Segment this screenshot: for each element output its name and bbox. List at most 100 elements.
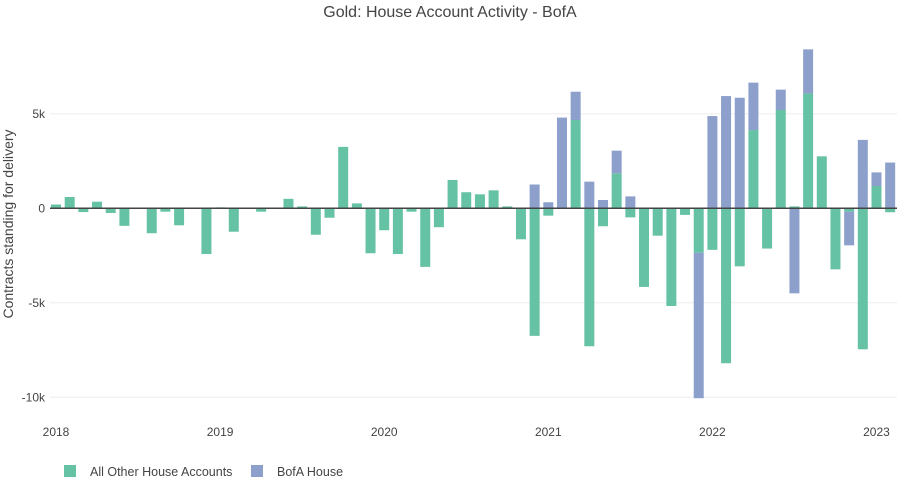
bar-all-other-2021-04[interactable] <box>584 208 595 347</box>
bar-all-other-2020-07[interactable] <box>461 192 472 209</box>
bar-bofa-2023-02[interactable] <box>885 162 896 209</box>
bar-all-other-2020-02[interactable] <box>392 208 403 255</box>
bar-all-other-2021-06[interactable] <box>611 173 622 209</box>
bar-all-other-2021-09[interactable] <box>652 208 663 236</box>
bar-bofa-2022-01[interactable] <box>707 116 718 209</box>
y-axis-title: Contracts standing for delivery <box>0 129 16 318</box>
bar-all-other-2021-01[interactable] <box>543 208 554 216</box>
x-tick-label: 2019 <box>207 425 234 439</box>
bar-all-other-2020-03[interactable] <box>406 208 417 212</box>
legend-swatch-all-other <box>64 465 76 477</box>
bar-all-other-2019-11[interactable] <box>351 203 362 209</box>
bar-all-other-2022-08[interactable] <box>803 93 814 209</box>
bar-all-other-2022-09[interactable] <box>816 156 827 209</box>
y-axis-ticks: 5k 0 -5k -10k <box>22 107 46 404</box>
bar-all-other-2018-05[interactable] <box>105 208 116 214</box>
bar-all-other-2018-09[interactable] <box>160 208 171 212</box>
bar-all-other-2022-05[interactable] <box>762 208 773 249</box>
bar-bofa-2021-02[interactable] <box>556 117 567 209</box>
bar-all-other-2020-05[interactable] <box>433 208 444 228</box>
bar-bofa-2023-01[interactable] <box>871 172 882 186</box>
bar-all-other-2021-08[interactable] <box>639 208 650 287</box>
bar-all-other-2018-03[interactable] <box>78 208 89 213</box>
legend-label-bofa: BofA House <box>277 465 343 479</box>
bar-bofa-2022-08[interactable] <box>803 49 814 94</box>
bar-all-other-2020-06[interactable] <box>447 179 458 209</box>
bar-bofa-2021-12[interactable] <box>693 252 704 399</box>
bar-all-other-2018-01[interactable] <box>51 204 62 209</box>
bar-all-other-2020-09[interactable] <box>488 190 499 209</box>
x-tick-label: 2022 <box>699 425 726 439</box>
bar-bofa-2022-03[interactable] <box>734 97 745 209</box>
bar-all-other-2018-06[interactable] <box>119 208 130 226</box>
bar-all-other-2019-04[interactable] <box>256 208 267 212</box>
legend-item-all-other-house-accounts[interactable]: All Other House Accounts <box>64 465 232 479</box>
x-tick-label: 2018 <box>43 425 70 439</box>
bar-bofa-2021-07[interactable] <box>625 196 636 209</box>
bar-bofa-2022-11[interactable] <box>844 211 855 246</box>
bar-all-other-2020-01[interactable] <box>379 208 390 231</box>
legend-label-all-other: All Other House Accounts <box>90 465 232 479</box>
bar-bofa-2021-01[interactable] <box>543 202 554 209</box>
legend: All Other House Accounts BofA House <box>64 465 343 479</box>
bar-all-other-2022-02[interactable] <box>721 208 732 364</box>
y-tick-label: -5k <box>28 296 46 310</box>
bar-all-other-2018-12[interactable] <box>201 208 212 255</box>
bar-all-other-2020-12[interactable] <box>529 208 540 336</box>
bar-all-other-2022-11[interactable] <box>844 208 855 212</box>
chart-title: Gold: House Account Activity - BofA <box>323 4 577 21</box>
bar-bofa-2022-02[interactable] <box>721 96 732 209</box>
bar-bofa-2021-03[interactable] <box>570 91 581 121</box>
bar-all-other-2020-08[interactable] <box>474 194 485 209</box>
bar-bofa-2021-06[interactable] <box>611 150 622 174</box>
bar-all-other-2019-12[interactable] <box>365 208 376 254</box>
bar-all-other-2019-06[interactable] <box>283 198 294 209</box>
bars <box>51 49 896 399</box>
gridlines <box>50 113 897 398</box>
bar-all-other-2019-10[interactable] <box>338 146 349 209</box>
bar-all-other-2018-02[interactable] <box>64 196 75 209</box>
legend-item-bofa-house[interactable]: BofA House <box>251 465 343 479</box>
bar-all-other-2022-07[interactable] <box>789 206 800 209</box>
bar-all-other-2019-08[interactable] <box>310 208 321 235</box>
bar-all-other-2021-03[interactable] <box>570 120 581 209</box>
x-tick-label: 2020 <box>371 425 398 439</box>
bar-bofa-2022-07[interactable] <box>789 208 800 294</box>
bar-all-other-2020-04[interactable] <box>420 208 431 267</box>
bar-bofa-2021-04[interactable] <box>584 181 595 209</box>
bar-all-other-2023-01[interactable] <box>871 185 882 209</box>
bar-all-other-2018-08[interactable] <box>146 208 157 234</box>
bar-all-other-2022-12[interactable] <box>857 208 868 350</box>
x-tick-label: 2021 <box>535 425 562 439</box>
bar-bofa-2021-05[interactable] <box>597 199 608 209</box>
bar-all-other-2021-12[interactable] <box>693 208 704 253</box>
bar-all-other-2023-02[interactable] <box>885 208 896 213</box>
bar-all-other-2019-09[interactable] <box>324 208 335 218</box>
bar-all-other-2022-10[interactable] <box>830 208 841 270</box>
bar-all-other-2022-06[interactable] <box>775 110 786 209</box>
x-axis-ticks: 2018 2019 2020 2021 2022 2023 <box>43 425 890 439</box>
bar-bofa-2022-06[interactable] <box>775 89 786 111</box>
y-tick-label: 0 <box>38 201 45 215</box>
bar-bofa-2022-04[interactable] <box>748 82 759 131</box>
bar-all-other-2021-07[interactable] <box>625 208 636 218</box>
bar-all-other-2022-03[interactable] <box>734 208 745 267</box>
y-tick-label: 5k <box>32 107 46 121</box>
x-tick-label: 2023 <box>863 425 890 439</box>
bar-all-other-2021-10[interactable] <box>666 208 677 306</box>
bar-all-other-2022-01[interactable] <box>707 208 718 250</box>
bar-all-other-2020-11[interactable] <box>515 208 526 240</box>
bar-all-other-2018-04[interactable] <box>92 201 103 209</box>
legend-swatch-bofa <box>251 465 263 477</box>
bar-all-other-2021-11[interactable] <box>680 208 691 215</box>
bar-all-other-2019-07[interactable] <box>297 206 308 209</box>
bar-bofa-2022-12[interactable] <box>857 139 868 209</box>
bar-all-other-2019-02[interactable] <box>228 208 239 232</box>
y-tick-label: -10k <box>22 390 46 404</box>
bar-all-other-2020-10[interactable] <box>502 206 513 209</box>
bar-all-other-2021-05[interactable] <box>597 208 608 227</box>
bar-bofa-2020-12[interactable] <box>529 184 540 209</box>
bar-all-other-2018-10[interactable] <box>174 208 185 226</box>
bar-all-other-2022-04[interactable] <box>748 130 759 209</box>
